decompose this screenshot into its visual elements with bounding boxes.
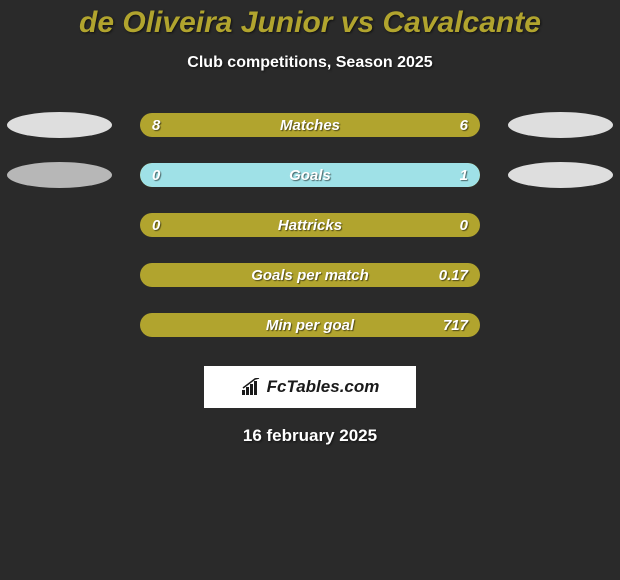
stat-value-right: 0.17 bbox=[439, 263, 468, 287]
chart-icon bbox=[241, 378, 263, 396]
snapshot-date: 16 february 2025 bbox=[0, 426, 620, 446]
stat-value-right: 6 bbox=[460, 113, 468, 137]
stat-bar: Goals per match0.17 bbox=[140, 263, 480, 287]
player-left-marker bbox=[7, 162, 112, 188]
stat-label: Goals per match bbox=[140, 263, 480, 287]
stat-value-left: 0 bbox=[152, 163, 160, 187]
stat-row: Goals0 1 bbox=[0, 162, 620, 188]
player-left-marker bbox=[7, 112, 112, 138]
stat-value-left: 0 bbox=[152, 213, 160, 237]
comparison-title: de Oliveira Junior vs Cavalcante bbox=[0, 0, 620, 40]
stat-label: Matches bbox=[140, 113, 480, 137]
stat-value-right: 0 bbox=[460, 213, 468, 237]
player-right-marker bbox=[508, 112, 613, 138]
stat-bar: Matches8 6 bbox=[140, 113, 480, 137]
stat-row: Goals per match0.17 bbox=[0, 262, 620, 288]
stat-label: Hattricks bbox=[140, 213, 480, 237]
stat-bar: Min per goal717 bbox=[140, 313, 480, 337]
stat-row: Min per goal717 bbox=[0, 312, 620, 338]
stat-bar: Goals0 1 bbox=[140, 163, 480, 187]
stat-row: Hattricks0 0 bbox=[0, 212, 620, 238]
stat-rows: Matches86Goals01Hattricks00Goals per mat… bbox=[0, 112, 620, 338]
stat-value-right: 717 bbox=[443, 313, 468, 337]
stat-value-left: 8 bbox=[152, 113, 160, 137]
player-right-marker bbox=[508, 162, 613, 188]
comparison-subtitle: Club competitions, Season 2025 bbox=[0, 54, 620, 72]
stat-label: Min per goal bbox=[140, 313, 480, 337]
stat-bar: Hattricks0 0 bbox=[140, 213, 480, 237]
stat-value-right: 1 bbox=[460, 163, 468, 187]
brand-badge: FcTables.com bbox=[204, 366, 416, 408]
brand-text: FcTables.com bbox=[267, 377, 380, 397]
stat-row: Matches8 6 bbox=[0, 112, 620, 138]
stat-label: Goals bbox=[140, 163, 480, 187]
